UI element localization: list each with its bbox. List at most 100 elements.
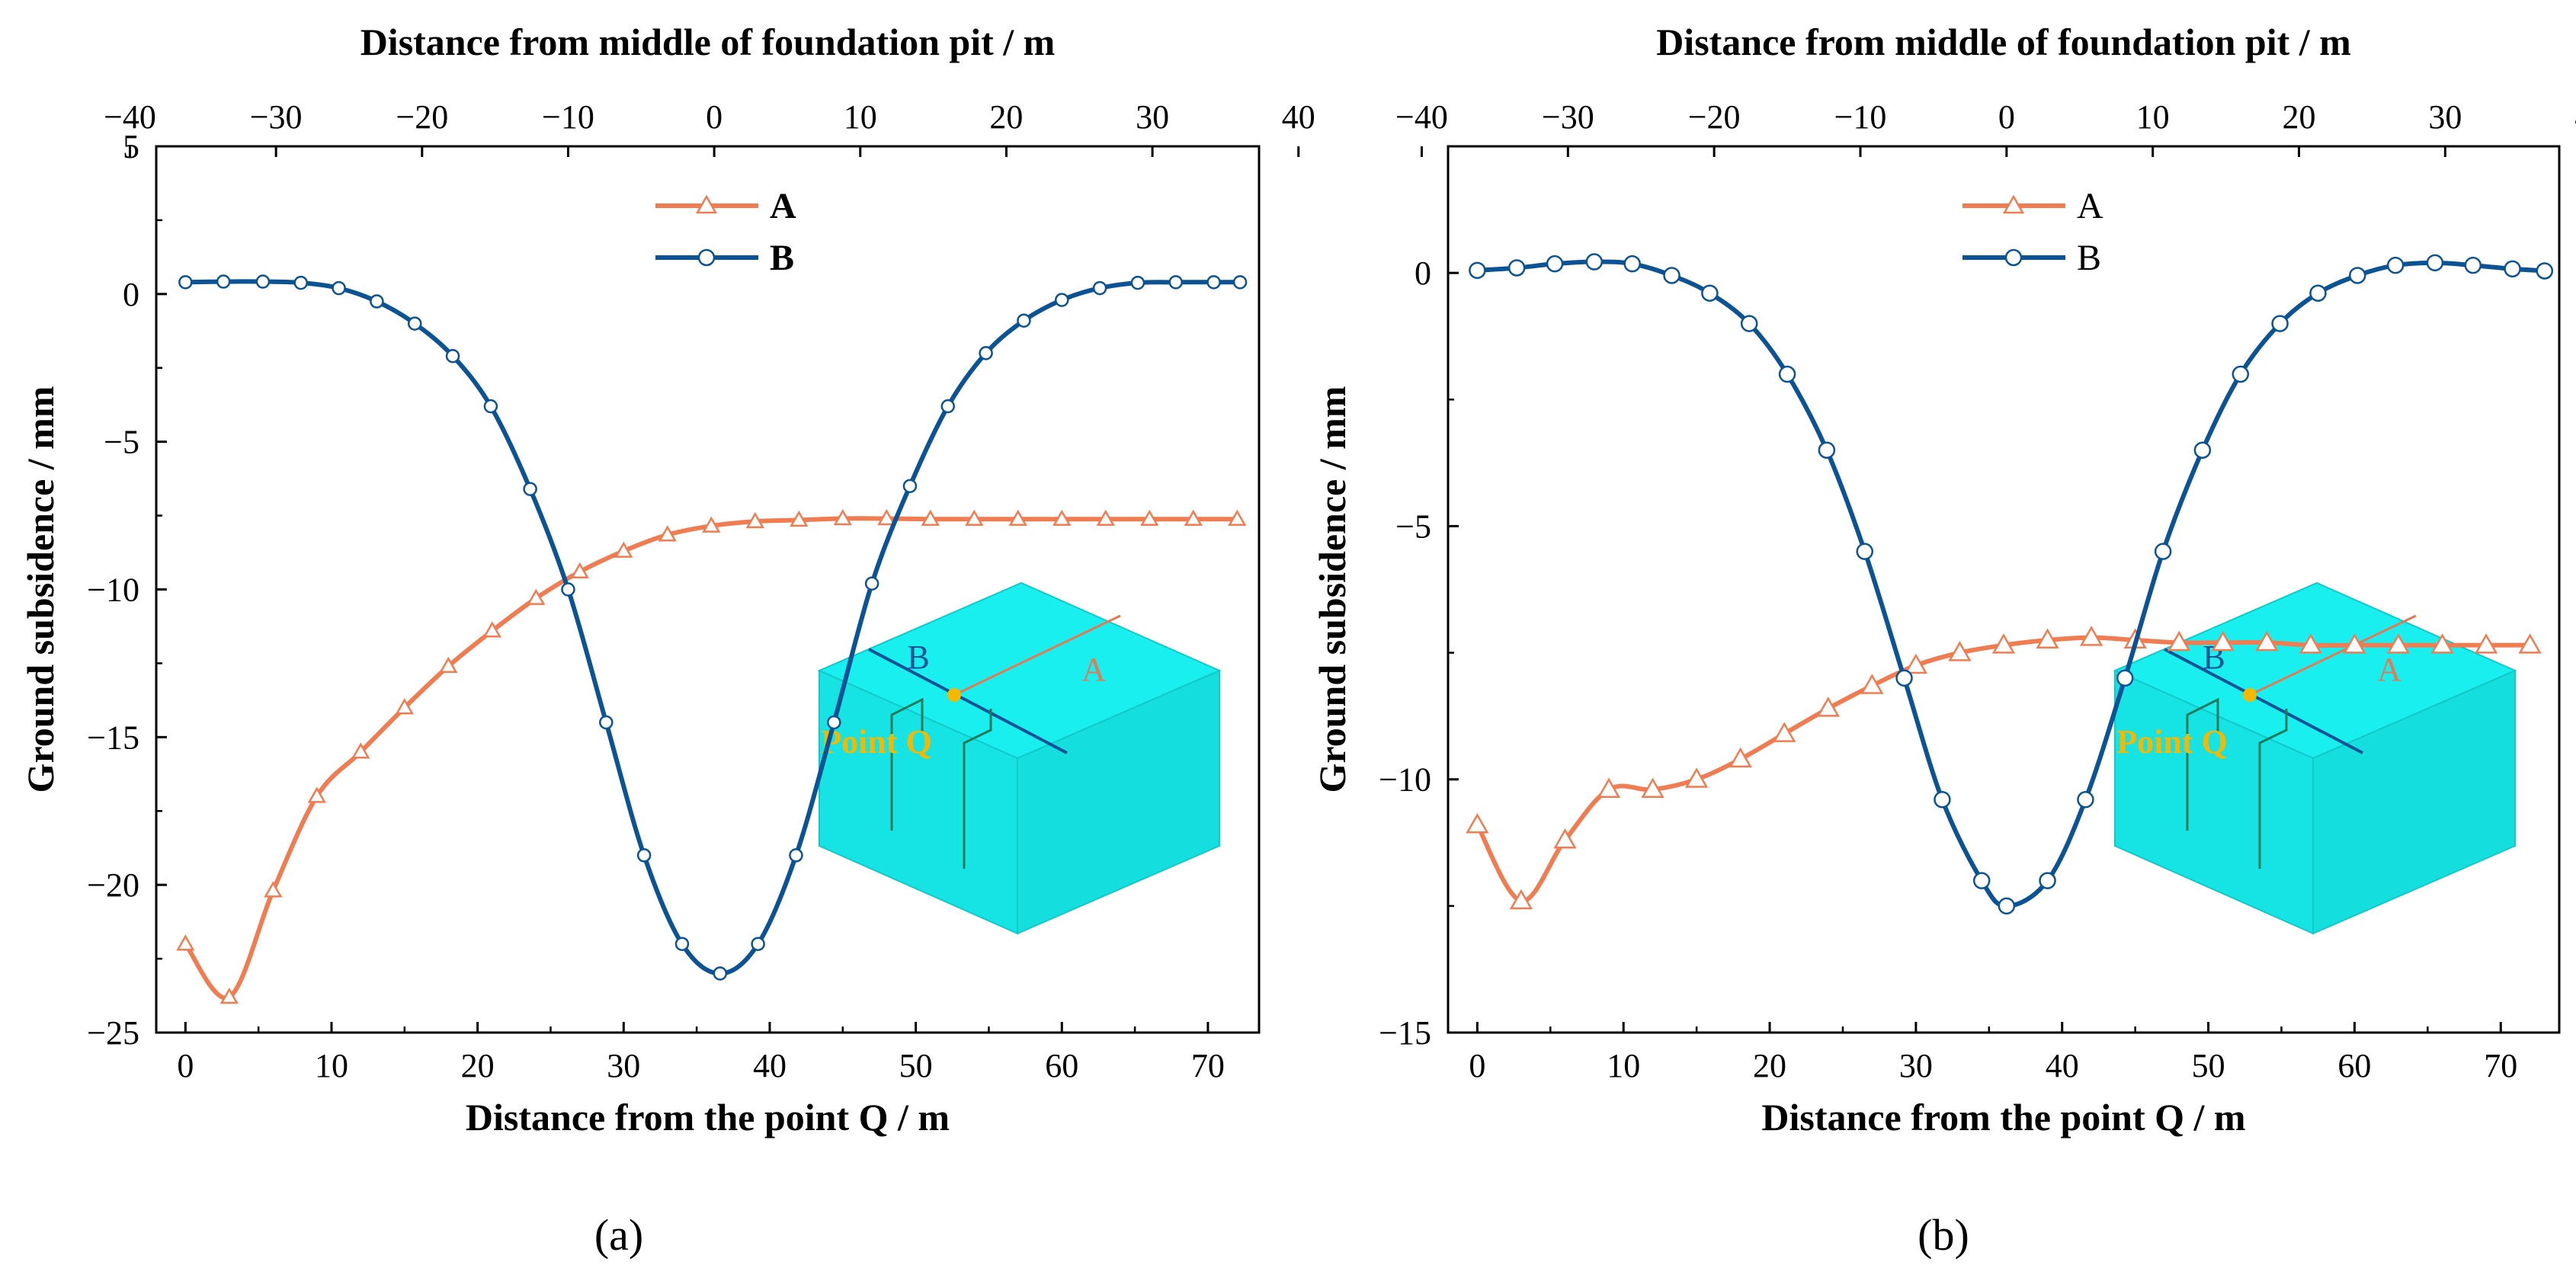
data-point-a <box>1684 767 1709 788</box>
data-point-a <box>658 525 677 542</box>
data-point-a <box>2211 630 2235 652</box>
data-point-b <box>2309 284 2327 302</box>
top-x-tick-label: −10 <box>542 98 594 136</box>
data-point-b <box>1092 280 1107 296</box>
y-tick-label: 0 <box>1415 255 1431 292</box>
inset-point-q-marker <box>947 688 961 702</box>
data-point-a <box>1509 889 1533 910</box>
y-tick-label: −10 <box>87 572 139 609</box>
data-point-a <box>2079 626 2103 646</box>
inset-label-b: B <box>907 639 929 676</box>
top-x-tick-label: 40 <box>1282 98 1315 136</box>
legend-label-a: A <box>2077 186 2103 226</box>
data-point-b <box>2232 365 2250 383</box>
data-point-a <box>1053 509 1072 526</box>
data-point-b <box>864 576 879 591</box>
data-point-a <box>2299 633 2323 654</box>
data-point-b <box>1740 315 1758 332</box>
data-point-a <box>965 509 984 526</box>
data-point-a <box>176 934 195 951</box>
y-axis-title: Ground subsidence / mm <box>19 386 62 793</box>
top-x-tick-label: 30 <box>2428 98 2462 136</box>
data-point-b <box>332 280 346 296</box>
top-x-tick-label: −10 <box>1834 98 1887 136</box>
inset-point-q-label: Point Q <box>821 723 931 761</box>
data-point-a <box>1140 509 1159 526</box>
data-point-a <box>745 511 764 529</box>
data-point-a <box>2386 633 2411 654</box>
inset-point-q-marker <box>2243 688 2257 702</box>
data-point-b <box>255 274 271 289</box>
data-point-b <box>789 848 803 863</box>
panel-a: 0 10 20 30 40 50 60 70−40 −30 −20 −10 0 10 20 30 4050−5… <box>19 21 1315 1260</box>
x-tick-label: 50 <box>2192 1047 2225 1084</box>
data-point-b <box>979 346 993 360</box>
data-point-b <box>1546 255 1564 273</box>
data-point-b <box>2426 254 2444 272</box>
data-point-b <box>1856 543 1873 560</box>
legend-label-b: B <box>770 238 794 278</box>
data-point-a <box>1948 641 1972 661</box>
data-point-a <box>790 510 809 527</box>
y-tick-label: −15 <box>87 719 139 756</box>
data-point-a <box>1228 509 1247 526</box>
data-point-b <box>2154 543 2172 560</box>
legend-marker-a <box>695 194 718 214</box>
top-x-tick-label: −30 <box>250 98 303 136</box>
x-tick-label: 10 <box>1607 1047 1640 1084</box>
data-point-b <box>2271 315 2289 332</box>
data-point-a <box>2167 630 2191 652</box>
data-point-b <box>713 966 728 981</box>
top-x-axis-title: Distance from middle of foundation pit /… <box>360 21 1056 63</box>
top-x-tick-label: −40 <box>1395 98 1448 136</box>
y-tick-label: −5 <box>104 424 139 461</box>
data-point-b <box>1469 261 1486 280</box>
top-x-tick-label: 10 <box>844 98 877 136</box>
data-point-b <box>1778 365 1796 383</box>
top-x-tick-label: 20 <box>2283 98 2316 136</box>
x-tick-label: 60 <box>1045 1047 1078 1084</box>
data-point-a <box>2430 633 2454 654</box>
inset-model-diagram: B A Point Q <box>817 581 1222 935</box>
top-x-tick-label: −20 <box>396 98 448 136</box>
data-point-a <box>1641 777 1664 799</box>
y-axis-title: Ground subsidence / mm <box>1311 386 1354 793</box>
data-point-b <box>751 937 765 951</box>
data-point-b <box>1663 267 1680 284</box>
data-point-a <box>1008 509 1027 526</box>
data-point-a <box>2255 630 2279 652</box>
data-point-b <box>1232 275 1248 290</box>
data-point-b <box>2349 267 2366 284</box>
data-point-a <box>921 509 940 526</box>
y-tick-label: −15 <box>1379 1014 1431 1052</box>
data-point-b <box>1206 275 1221 290</box>
y-tick-label: −5 <box>1395 508 1431 545</box>
data-point-a <box>1860 674 1884 694</box>
data-point-a <box>877 508 896 526</box>
inset-line-b <box>2164 648 2363 754</box>
data-point-a <box>1184 509 1203 526</box>
data-point-a <box>2343 633 2366 654</box>
inset-right-face <box>1017 669 1220 935</box>
data-point-b <box>599 715 614 730</box>
top-x-tick-label: −20 <box>1688 98 1741 136</box>
top-x-axis-title: Distance from middle of foundation pit /… <box>1656 21 2351 63</box>
top-x-tick-label: 10 <box>2136 98 2170 136</box>
top-x-tick-label: 0 <box>706 98 722 136</box>
inset-label-a: A <box>1081 651 1106 688</box>
data-point-a <box>1597 777 1621 799</box>
top-x-tick-label: 20 <box>989 98 1023 136</box>
top-x-tick-label: −30 <box>1542 98 1594 136</box>
legend-marker-b <box>2004 248 2023 267</box>
data-point-b <box>1055 293 1069 307</box>
x-tick-label: 50 <box>899 1047 933 1084</box>
data-point-b <box>407 316 422 331</box>
data-point-b <box>1972 872 1991 889</box>
data-point-a <box>219 987 239 1004</box>
inset-point-q-label: Point Q <box>2116 723 2227 761</box>
y-tick-label: −20 <box>87 866 139 904</box>
data-point-b <box>178 275 193 290</box>
x-axis-title: Distance from the point Q / m <box>466 1096 950 1138</box>
data-point-a <box>570 562 589 578</box>
